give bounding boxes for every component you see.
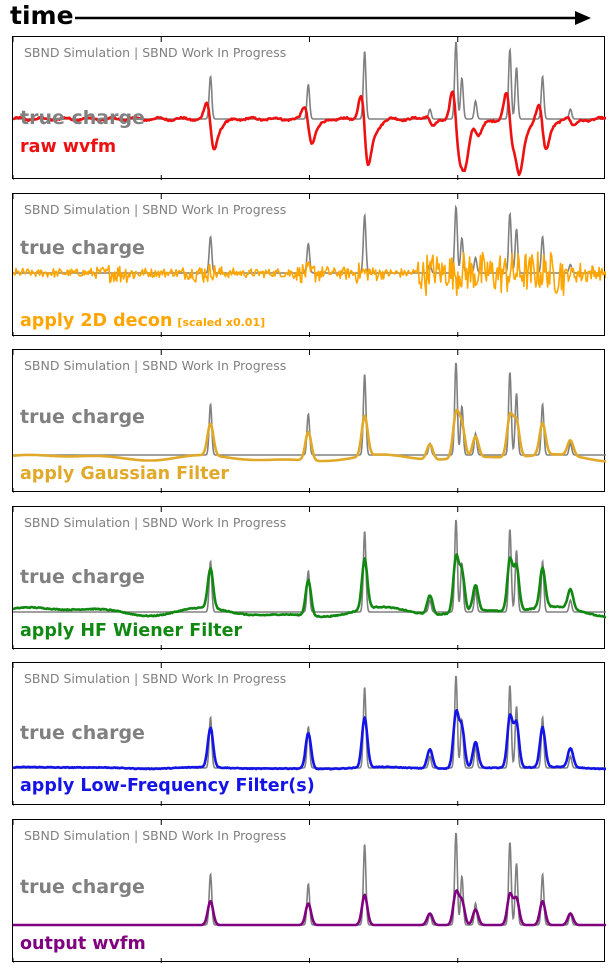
panel-plot-decon — [13, 194, 606, 337]
gauss-label: apply Gaussian Filter — [20, 464, 229, 484]
panel-output: SBND Simulation | SBND Work In Progress t… — [12, 819, 606, 963]
watermark: SBND Simulation | SBND Work In Progress — [24, 828, 287, 843]
stage-label-text: apply HF Wiener Filter — [20, 621, 243, 641]
stage-label-note: [scaled x0.01] — [177, 316, 266, 329]
panel-lowfreq: SBND Simulation | SBND Work In Progress t… — [12, 662, 606, 806]
stage-label-text: output wvfm — [20, 934, 146, 954]
watermark: SBND Simulation | SBND Work In Progress — [24, 358, 287, 373]
wiener-label: apply HF Wiener Filter — [20, 621, 242, 641]
panel-plot-output — [13, 820, 606, 963]
watermark: SBND Simulation | SBND Work In Progress — [24, 515, 287, 530]
watermark: SBND Simulation | SBND Work In Progress — [24, 671, 287, 686]
panel-decon: SBND Simulation | SBND Work In Progress t… — [12, 193, 606, 337]
lowfreq-label: apply Low-Frequency Filter(s) — [20, 776, 315, 796]
watermark: SBND Simulation | SBND Work In Progress — [24, 45, 287, 60]
output-label: output wvfm — [20, 934, 146, 954]
decon-trace — [13, 251, 606, 297]
panel-gauss: SBND Simulation | SBND Work In Progress t… — [12, 349, 606, 493]
panel-raw: SBND Simulation | SBND Work In Progress t… — [12, 36, 606, 180]
panel-plot-wiener — [13, 507, 606, 650]
time-axis-header: time — [0, 0, 614, 34]
time-label: time — [10, 1, 74, 30]
true-charge-trace — [13, 362, 606, 456]
time-arrow — [75, 11, 591, 25]
output-trace — [13, 889, 606, 927]
true-charge-label: true charge — [20, 722, 145, 744]
raw-label: raw wvfm — [20, 137, 116, 157]
raw-trace — [13, 90, 606, 177]
true-charge-label: true charge — [20, 406, 145, 428]
gauss-trace — [13, 408, 606, 463]
panel-plot-gauss — [13, 350, 606, 493]
wiener-trace — [13, 553, 606, 619]
true-charge-label: true charge — [20, 107, 145, 129]
true-charge-label: true charge — [20, 237, 145, 259]
decon-label: apply 2D decon [scaled x0.01] — [20, 311, 265, 331]
true-charge-trace — [13, 41, 606, 120]
stage-label-text: apply 2D decon — [20, 311, 173, 331]
stage-label-text: apply Low-Frequency Filter(s) — [20, 776, 315, 796]
stage-label-text: raw wvfm — [20, 137, 117, 157]
true-charge-label: true charge — [20, 876, 145, 898]
panel-plot-lowfreq — [13, 663, 606, 806]
true-charge-label: true charge — [20, 566, 145, 588]
watermark: SBND Simulation | SBND Work In Progress — [24, 202, 287, 217]
panel-plot-raw — [13, 37, 606, 180]
panel-wiener: SBND Simulation | SBND Work In Progress t… — [12, 506, 606, 650]
stage-label-text: apply Gaussian Filter — [20, 464, 230, 484]
lowfreq-trace — [13, 709, 606, 771]
